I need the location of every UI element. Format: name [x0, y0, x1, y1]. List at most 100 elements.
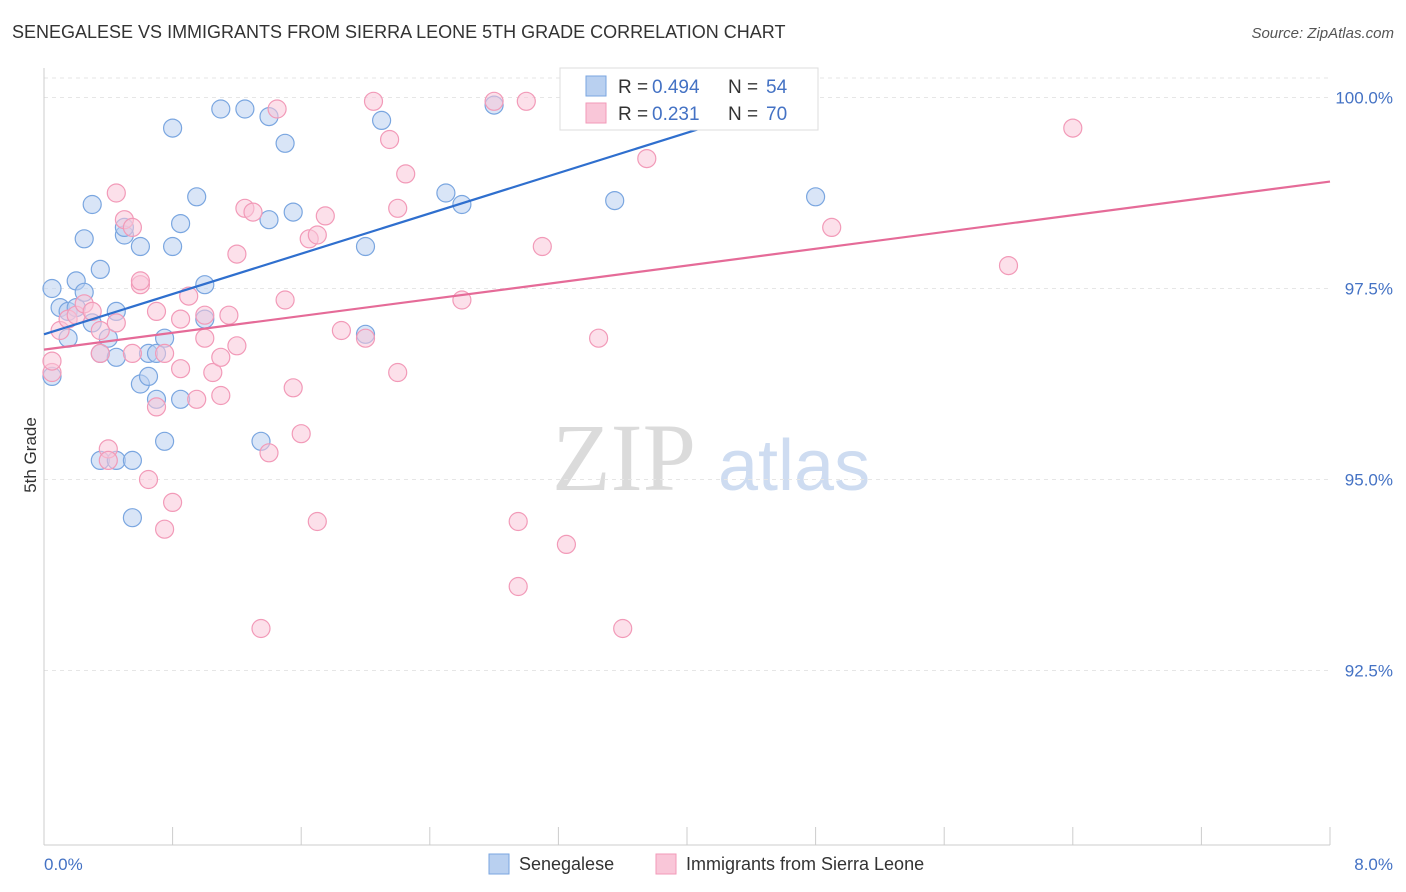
stats-legend-r-value-2: 0.231	[652, 104, 700, 125]
stats-legend-r-value-1: 0.494	[652, 77, 700, 98]
gridlines	[44, 77, 1330, 671]
trend-lines	[43, 96, 1331, 351]
y-tick-label-0: 100.0%	[1335, 89, 1393, 108]
point-sierra-leone-30	[203, 362, 223, 383]
point-sierra-leone-15	[122, 343, 142, 363]
point-sierra-leone-57	[508, 511, 528, 532]
point-sierra-leone-20	[146, 301, 167, 321]
point-sierra-leone-43	[291, 424, 311, 444]
point-senegalese-41	[259, 210, 279, 230]
point-senegalese-31	[163, 236, 183, 257]
stats-legend-n-value-2: 70	[766, 104, 787, 125]
point-senegalese-1	[42, 278, 62, 299]
point-sierra-leone-61	[588, 328, 609, 348]
point-senegalese-43	[283, 202, 303, 222]
point-sierra-leone-11	[106, 313, 126, 333]
trend-line-sierra-leone	[43, 180, 1331, 351]
point-sierra-leone-42	[283, 378, 303, 398]
point-sierra-leone-10	[98, 450, 118, 470]
stats-legend: R = 0.494 N = 54 R = 0.231 N = 70	[559, 67, 819, 131]
legend-swatch-senegalese	[488, 853, 510, 875]
point-senegalese-38	[235, 99, 255, 119]
point-senegalese-8	[74, 229, 94, 249]
watermark-atlas: atlas	[718, 426, 870, 506]
legend-label-senegalese: Senegalese	[519, 854, 614, 874]
point-sierra-leone-53	[388, 362, 408, 383]
chart-title: SENEGALESE VS IMMIGRANTS FROM SIERRA LEO…	[12, 22, 785, 42]
legend-label-sierra-leone: Immigrants from Sierra Leone	[686, 854, 924, 874]
point-sierra-leone-45	[307, 225, 327, 245]
point-sierra-leone-37	[243, 202, 263, 222]
point-senegalese-30	[163, 118, 183, 138]
point-sierra-leone-24	[171, 309, 191, 329]
point-senegalese-22	[130, 236, 150, 257]
point-senegalese-24	[138, 366, 159, 386]
point-senegalese-37	[211, 99, 231, 119]
point-sierra-leone-52	[380, 129, 400, 150]
point-senegalese-33	[171, 389, 191, 409]
point-sierra-leone-28	[195, 305, 215, 325]
point-sierra-leone-46	[307, 511, 327, 532]
watermark: ZIP atlas	[552, 404, 870, 511]
point-sierra-leone-8	[90, 343, 110, 363]
axes: 100.0% 97.5% 95.0% 92.5% 0.0% 8.0%	[43, 68, 1393, 874]
point-senegalese-34	[187, 187, 207, 207]
trend-line-senegalese	[43, 96, 800, 336]
point-senegalese-14	[90, 259, 110, 279]
point-sierra-leone-26	[179, 286, 199, 306]
point-sierra-leone-12	[106, 183, 126, 203]
point-sierra-leone-60	[556, 534, 577, 555]
point-senegalese-47	[436, 183, 456, 203]
point-sierra-leone-54	[396, 164, 416, 184]
point-sierra-leone-1	[42, 351, 62, 371]
watermark-zip: ZIP	[552, 404, 696, 511]
series-legend: Senegalese Immigrants from Sierra Leone	[488, 853, 924, 875]
point-senegalese-21	[122, 508, 142, 528]
stats-legend-r-label-1: R =	[618, 77, 648, 98]
point-sierra-leone-19	[146, 397, 167, 417]
point-sierra-leone-17	[130, 271, 150, 291]
point-sierra-leone-27	[187, 389, 207, 409]
y-tick-label-2: 95.0%	[1345, 471, 1393, 490]
y-axis-label: 5th Grade	[21, 417, 40, 493]
legend-swatch-sierra-leone	[655, 853, 677, 875]
point-sierra-leone-51	[388, 198, 408, 218]
point-sierra-leone-39	[259, 443, 279, 463]
point-senegalese-16	[106, 347, 126, 367]
point-sierra-leone-69	[516, 91, 536, 111]
point-senegalese-45	[372, 110, 392, 131]
point-senegalese-48	[452, 194, 472, 215]
point-sierra-leone-22	[155, 519, 175, 539]
point-sierra-leone-21	[155, 343, 175, 363]
point-sierra-leone-14	[122, 217, 142, 237]
point-sierra-leone-40	[267, 99, 287, 119]
point-sierra-leone-38	[251, 618, 271, 639]
point-sierra-leone-32	[211, 385, 231, 406]
point-sierra-leone-41	[275, 290, 295, 310]
stats-legend-swatch-sierra-leone	[585, 102, 607, 124]
point-sierra-leone-67	[998, 256, 1019, 276]
point-sierra-leone-25	[171, 359, 191, 379]
chart-source: Source: ZipAtlas.com	[1251, 25, 1394, 42]
stats-legend-n-value-1: 54	[766, 77, 788, 98]
point-sierra-leone-18	[138, 469, 159, 490]
point-sierra-leone-66	[822, 217, 842, 237]
stats-legend-n-label-1: N =	[728, 77, 758, 98]
point-sierra-leone-35	[227, 244, 247, 264]
point-sierra-leone-34	[227, 336, 247, 356]
point-sierra-leone-62	[613, 618, 633, 639]
point-sierra-leone-68	[1063, 118, 1083, 138]
point-sierra-leone-47	[315, 206, 335, 226]
stats-legend-r-label-2: R =	[618, 104, 648, 125]
point-sierra-leone-49	[355, 328, 376, 348]
point-sierra-leone-50	[363, 91, 384, 111]
stats-legend-n-label-2: N =	[728, 104, 758, 125]
point-sierra-leone-6	[82, 301, 102, 321]
point-sierra-leone-33	[219, 305, 239, 325]
point-senegalese-11	[82, 194, 102, 215]
point-senegalese-44	[355, 236, 376, 257]
x-tick-label-1: 8.0%	[1354, 855, 1393, 874]
point-sierra-leone-56	[484, 91, 504, 111]
point-sierra-leone-29	[195, 328, 215, 348]
